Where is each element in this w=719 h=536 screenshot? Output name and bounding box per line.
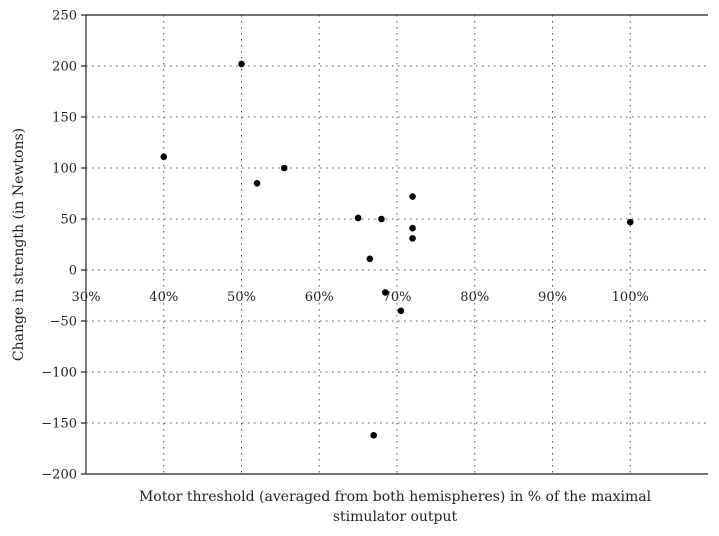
x-axis-title-line-1: Motor threshold (averaged from both hemi… (139, 489, 652, 505)
data-point (280, 164, 288, 172)
y-axis-title: Change in strength (in Newtons) (11, 128, 27, 361)
x-tick-label: 90% (538, 290, 567, 305)
data-points (160, 60, 634, 439)
x-tick-label: 30% (72, 290, 101, 305)
y-tick-label: 100 (52, 162, 77, 177)
grid-lines (86, 15, 708, 474)
x-tick-labels: 30% 40% 50% 60% 70% 80% 90% 100% (72, 290, 649, 305)
y-tick-label: −150 (41, 417, 77, 432)
x-tick-label: 80% (460, 290, 489, 305)
data-point (354, 214, 362, 222)
x-axis-title-line-2: stimulator output (333, 509, 458, 525)
x-tick-label: 60% (305, 290, 334, 305)
data-point (238, 60, 245, 68)
data-point (253, 180, 261, 187)
y-tick-labels: −200 −150 −100 −50 0 50 100 150 200 250 (41, 9, 86, 483)
y-tick-label: −100 (41, 366, 77, 381)
data-point (370, 431, 377, 439)
x-tick-label: 40% (149, 290, 178, 305)
y-tick-label: 50 (60, 213, 77, 228)
data-point (160, 153, 168, 161)
data-point (626, 218, 634, 226)
data-point (409, 193, 416, 200)
y-tick-label: −200 (41, 468, 77, 483)
data-point (397, 307, 405, 315)
data-point (378, 215, 385, 223)
x-tick-label: 50% (227, 290, 256, 305)
y-tick-label: 150 (52, 111, 77, 126)
x-tick-label: 100% (612, 290, 649, 305)
data-point (409, 224, 416, 232)
data-point (409, 235, 416, 242)
y-tick-label: 0 (69, 264, 77, 279)
plot-frame (85, 14, 708, 475)
data-point (366, 255, 374, 263)
data-point (382, 289, 389, 296)
y-tick-label: 200 (52, 60, 77, 75)
y-tick-label: 250 (52, 9, 77, 24)
y-tick-label: −50 (50, 315, 77, 330)
x-tick-label: 70% (383, 290, 412, 305)
